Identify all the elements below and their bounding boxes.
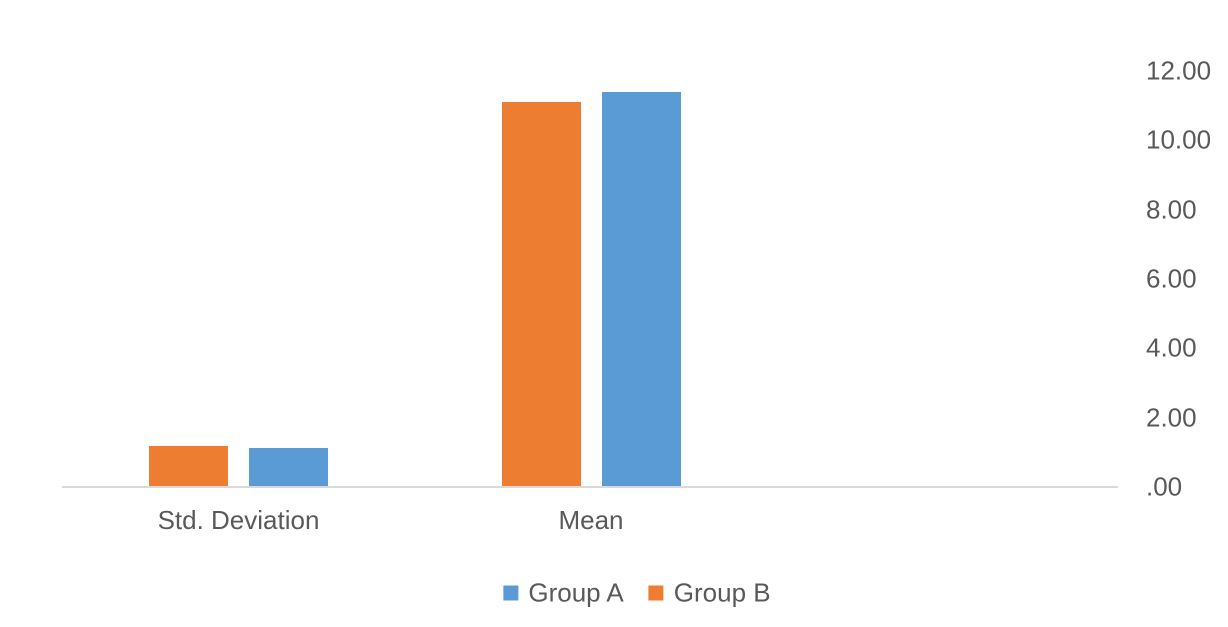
- category-label-std-deviation: Std. Deviation: [157, 505, 320, 535]
- bar-group-b-std-deviation: [149, 445, 228, 487]
- value-axis-tick-label: 6.00: [1146, 263, 1197, 294]
- legend: Group A Group B: [503, 577, 771, 609]
- bar-group-b-mean: [501, 102, 581, 487]
- legend-label: Group B: [673, 577, 771, 608]
- bar-group-a-mean: [601, 91, 681, 487]
- value-axis-tick-label: 8.00: [1146, 194, 1197, 225]
- legend-swatch-group-b-icon: [648, 585, 664, 601]
- bar-group-a-std-deviation: [249, 447, 328, 487]
- value-axis-tick-label: 2.00: [1146, 402, 1197, 433]
- category-label-mean: Mean: [558, 505, 624, 535]
- x-axis-line: [62, 486, 1118, 488]
- legend-label: Group A: [528, 577, 624, 608]
- value-axis-tick-label: 12.00: [1146, 55, 1212, 86]
- legend-item-group-b: Group B: [648, 577, 771, 609]
- legend-swatch-group-a-icon: [503, 585, 519, 601]
- value-axis-tick-label: 4.00: [1146, 332, 1197, 363]
- value-axis-tick-label: 10.00: [1146, 124, 1212, 155]
- value-axis-tick-label: .00: [1146, 471, 1183, 502]
- legend-item-group-a: Group A: [503, 577, 624, 609]
